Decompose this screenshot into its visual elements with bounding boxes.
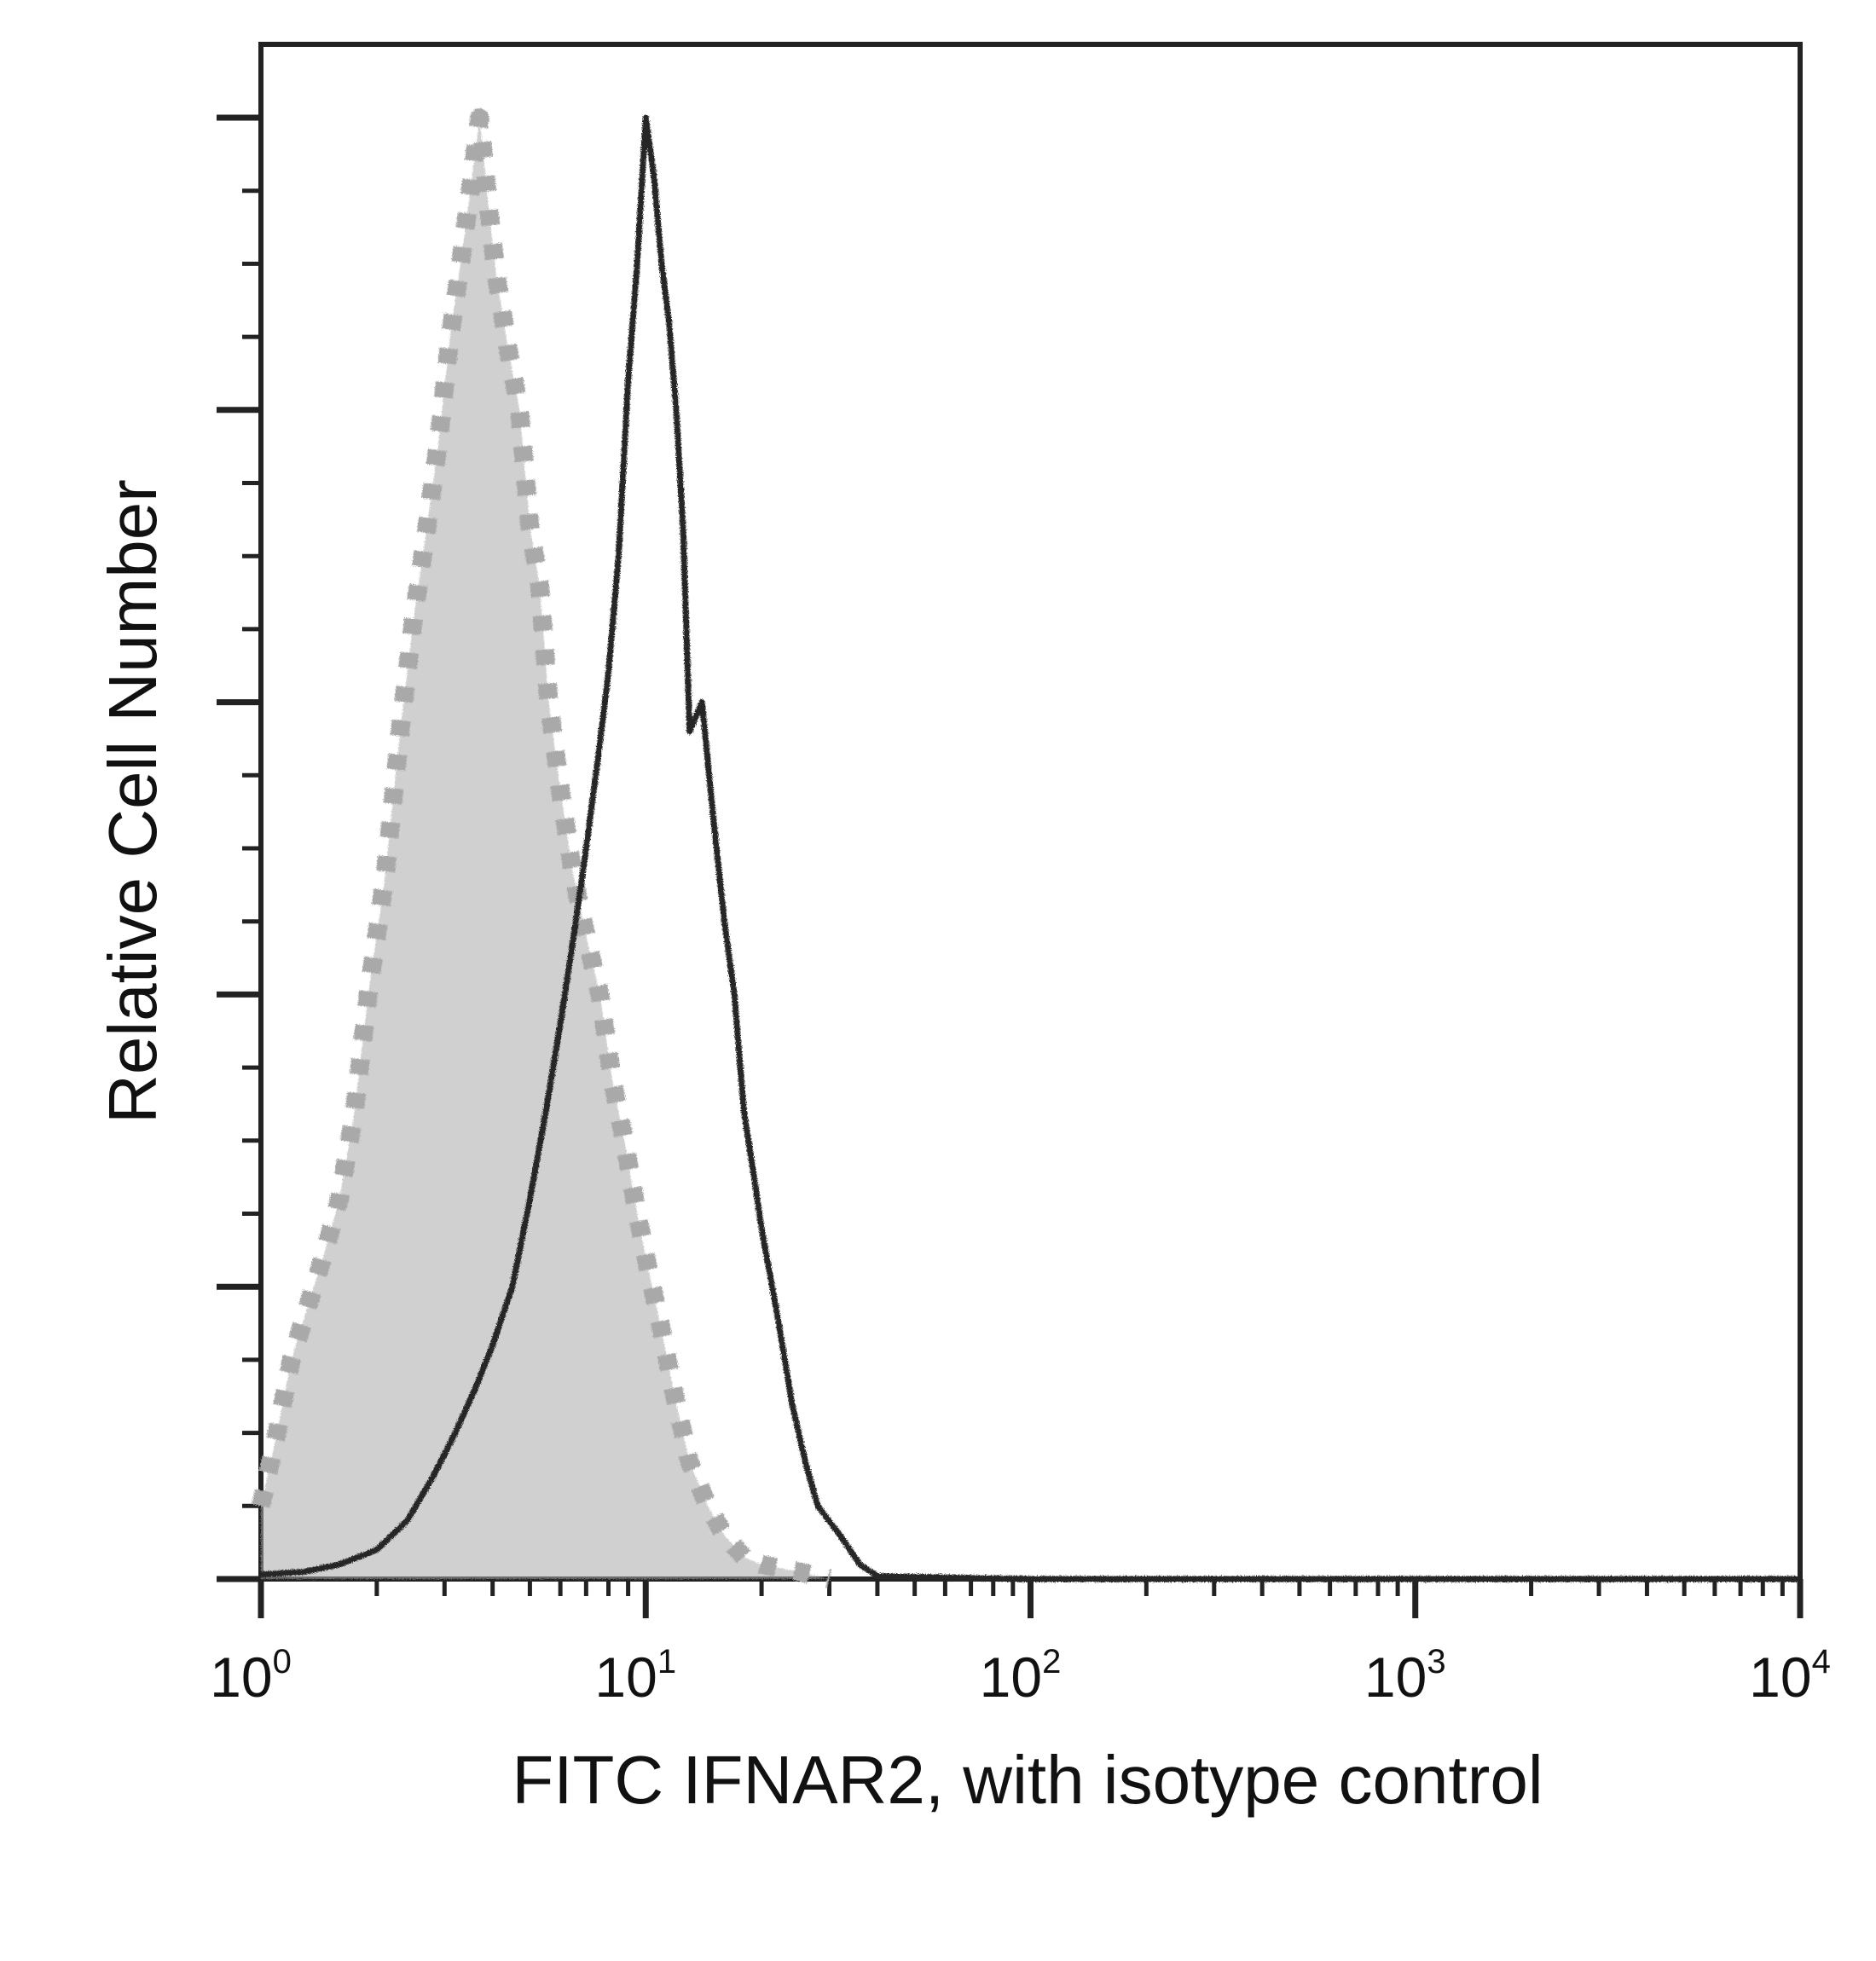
x-tick-exponent: 3 [1427,1643,1445,1680]
x-tick-label: 100 [210,1643,292,1709]
ifnar2-histogram-line [260,114,1800,1582]
x-axis-ticks [258,1579,1804,1618]
x-axis-title: FITC IFNAR2, with isotype control [512,1742,1543,1818]
x-tick-exponent: 1 [657,1643,676,1680]
y-axis-title: Relative Cell Number [95,479,171,1124]
x-tick-exponent: 2 [1042,1643,1061,1680]
x-tick-exponent: 0 [273,1643,292,1680]
isotype-control-area [261,118,830,1579]
y-axis-ticks [217,114,261,1582]
x-tick-label: 101 [594,1643,676,1709]
x-axis-tick-labels: 100 101 102 103 104 [210,1643,1831,1709]
x-tick-label: 103 [1364,1643,1446,1709]
histogram-series [252,108,1800,1588]
x-tick-label: 102 [980,1643,1062,1709]
isotype-control-line [252,108,832,1588]
x-tick-exponent: 4 [1812,1643,1831,1680]
x-tick-label: 104 [1749,1643,1831,1709]
